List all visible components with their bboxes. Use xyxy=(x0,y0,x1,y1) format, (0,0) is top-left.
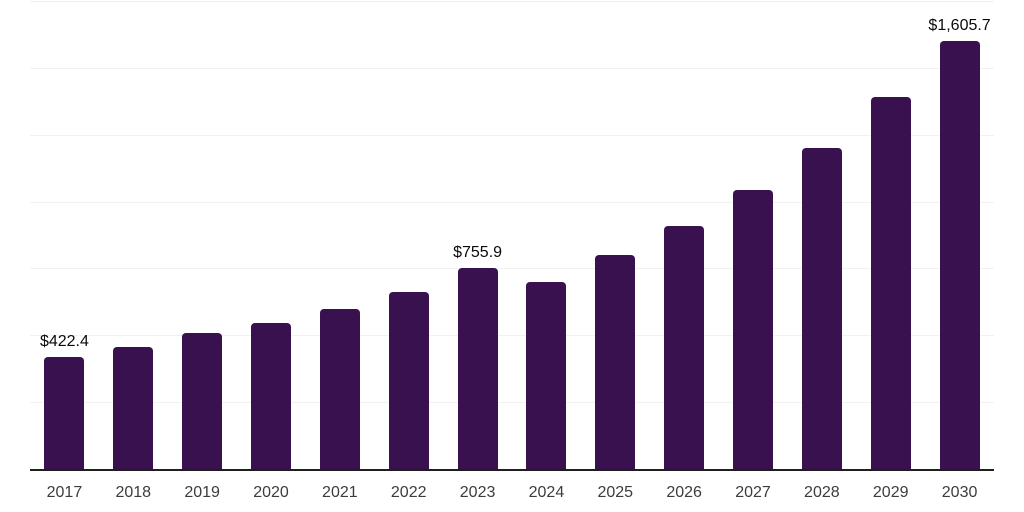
x-axis-line xyxy=(30,469,994,471)
bar-2027 xyxy=(733,190,773,470)
bar-2018 xyxy=(113,346,154,470)
bar-2022 xyxy=(388,291,429,470)
bar-2024 xyxy=(526,282,567,470)
bar-2025 xyxy=(595,255,636,470)
gridline-1750 xyxy=(30,1,994,2)
x-label-2028: 2028 xyxy=(804,484,840,501)
x-label-2023: 2023 xyxy=(459,484,496,501)
x-label-2019: 2019 xyxy=(184,484,220,501)
x-label-2026: 2026 xyxy=(666,484,702,501)
value-label-2023: $755.9 xyxy=(453,243,503,261)
value-label-2030: $1,605.7 xyxy=(928,16,991,34)
gridline-1500 xyxy=(30,67,994,69)
bar-2020 xyxy=(251,322,291,470)
bar-2019 xyxy=(182,333,223,470)
gridline-1250 xyxy=(30,134,994,136)
x-label-2018: 2018 xyxy=(115,484,152,501)
bar-2026 xyxy=(664,226,705,470)
value-label-2017: $422.4 xyxy=(39,333,89,351)
x-label-2030: 2030 xyxy=(941,484,978,501)
bar-2029 xyxy=(870,96,911,470)
x-label-2025: 2025 xyxy=(597,484,634,501)
gridline-250 xyxy=(30,402,994,404)
x-label-2017: 2017 xyxy=(46,484,83,501)
bar-2021 xyxy=(319,309,360,470)
x-label-2021: 2021 xyxy=(322,484,358,501)
x-label-2027: 2027 xyxy=(735,484,771,501)
gridline-750 xyxy=(30,268,994,270)
gridline-1000 xyxy=(30,201,994,203)
bar-2028 xyxy=(801,148,842,470)
x-label-2020: 2020 xyxy=(253,484,289,501)
bar-2023 xyxy=(457,267,498,470)
x-label-2024: 2024 xyxy=(528,484,565,501)
x-label-2022: 2022 xyxy=(390,484,427,501)
bar-2017 xyxy=(44,357,85,470)
gridline-500 xyxy=(30,335,994,337)
x-label-2029: 2029 xyxy=(872,484,909,501)
bar-2030 xyxy=(939,40,980,470)
